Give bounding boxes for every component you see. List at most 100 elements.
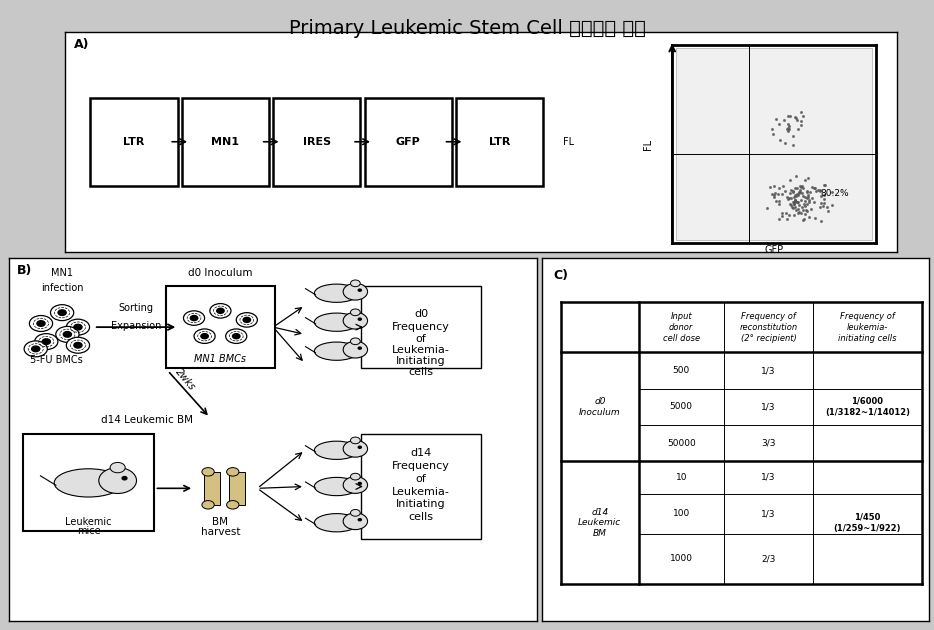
Ellipse shape <box>315 284 359 302</box>
Point <box>796 192 811 202</box>
Text: MN1: MN1 <box>211 137 239 147</box>
Point <box>800 192 815 202</box>
Point <box>788 195 803 205</box>
Point <box>795 111 810 121</box>
Text: harvest: harvest <box>201 527 240 537</box>
Point <box>794 188 809 198</box>
Point <box>794 117 809 127</box>
Circle shape <box>58 310 66 316</box>
Point <box>786 210 801 220</box>
Point <box>792 186 807 197</box>
Circle shape <box>343 477 368 493</box>
Point <box>816 180 831 190</box>
Point <box>795 181 810 191</box>
Point <box>800 187 814 197</box>
Circle shape <box>191 316 198 321</box>
Point <box>798 201 813 211</box>
Point <box>782 193 797 203</box>
Circle shape <box>359 446 361 449</box>
Ellipse shape <box>315 313 359 331</box>
Point <box>800 186 814 196</box>
Circle shape <box>64 331 72 337</box>
Point <box>783 188 798 198</box>
Text: 1/3: 1/3 <box>761 473 776 482</box>
Point <box>771 190 785 200</box>
Circle shape <box>359 518 361 521</box>
Text: d14: d14 <box>410 449 432 459</box>
Point <box>791 200 806 210</box>
Text: A): A) <box>74 38 89 51</box>
Point <box>781 118 796 129</box>
Point <box>785 186 800 196</box>
Text: 1/6000
(1/3182~1/14012): 1/6000 (1/3182~1/14012) <box>825 397 910 417</box>
Point <box>771 214 786 224</box>
Point <box>817 180 832 190</box>
Text: of: of <box>416 474 426 484</box>
Point <box>792 185 807 195</box>
Point <box>787 195 802 205</box>
Point <box>799 205 814 215</box>
Point <box>788 205 803 215</box>
Point <box>821 206 836 216</box>
Point <box>788 113 803 123</box>
Text: MN1 BMCs: MN1 BMCs <box>194 353 247 364</box>
Point <box>794 195 809 205</box>
Text: Primary Leukemic Stem Cell 동물모델 확보: Primary Leukemic Stem Cell 동물모델 확보 <box>289 19 645 38</box>
Point <box>807 213 822 223</box>
Bar <box>229 472 245 505</box>
Text: 1000: 1000 <box>670 554 693 563</box>
Text: 100: 100 <box>672 509 690 518</box>
Point <box>797 199 812 209</box>
Point <box>801 197 816 207</box>
Circle shape <box>343 284 368 300</box>
Point <box>807 183 822 193</box>
Point <box>796 205 811 215</box>
Point <box>791 207 806 217</box>
Circle shape <box>74 343 82 348</box>
Text: d0: d0 <box>414 309 428 319</box>
Point <box>790 203 805 214</box>
Circle shape <box>56 326 79 342</box>
Text: 5000: 5000 <box>670 403 693 411</box>
Bar <box>204 472 220 505</box>
Text: MN1: MN1 <box>51 268 73 278</box>
Text: Leukemia-: Leukemia- <box>392 486 450 496</box>
Circle shape <box>201 334 208 339</box>
Point <box>792 187 807 197</box>
Point <box>777 138 792 148</box>
Point <box>781 125 796 135</box>
Circle shape <box>227 501 239 509</box>
Point <box>766 129 781 139</box>
Point <box>783 200 798 210</box>
Text: d0
Inoculum: d0 Inoculum <box>579 397 621 416</box>
Text: 1/450
(1/259~1/922): 1/450 (1/259~1/922) <box>833 513 901 533</box>
Point <box>787 197 802 207</box>
Point <box>798 196 813 206</box>
Point <box>783 199 798 209</box>
Point <box>815 201 830 211</box>
Point <box>775 209 790 219</box>
Point <box>807 197 822 207</box>
Point <box>782 123 797 134</box>
Circle shape <box>66 337 90 353</box>
Point <box>780 124 795 134</box>
Point <box>798 192 813 202</box>
Point <box>793 120 808 130</box>
FancyBboxPatch shape <box>182 98 269 186</box>
Text: IRES: IRES <box>303 137 331 147</box>
Point <box>813 202 828 212</box>
Point <box>787 196 802 206</box>
Circle shape <box>236 312 258 327</box>
Point <box>824 200 839 210</box>
Text: d14 Leukemic BM: d14 Leukemic BM <box>101 415 192 425</box>
FancyBboxPatch shape <box>273 98 361 186</box>
FancyBboxPatch shape <box>456 98 544 186</box>
Point <box>782 121 797 131</box>
Text: LTR: LTR <box>489 137 510 147</box>
Point <box>801 195 816 205</box>
Point <box>813 185 828 195</box>
Point <box>784 185 799 195</box>
Point <box>780 111 795 121</box>
Circle shape <box>343 341 368 358</box>
Point <box>817 190 832 200</box>
